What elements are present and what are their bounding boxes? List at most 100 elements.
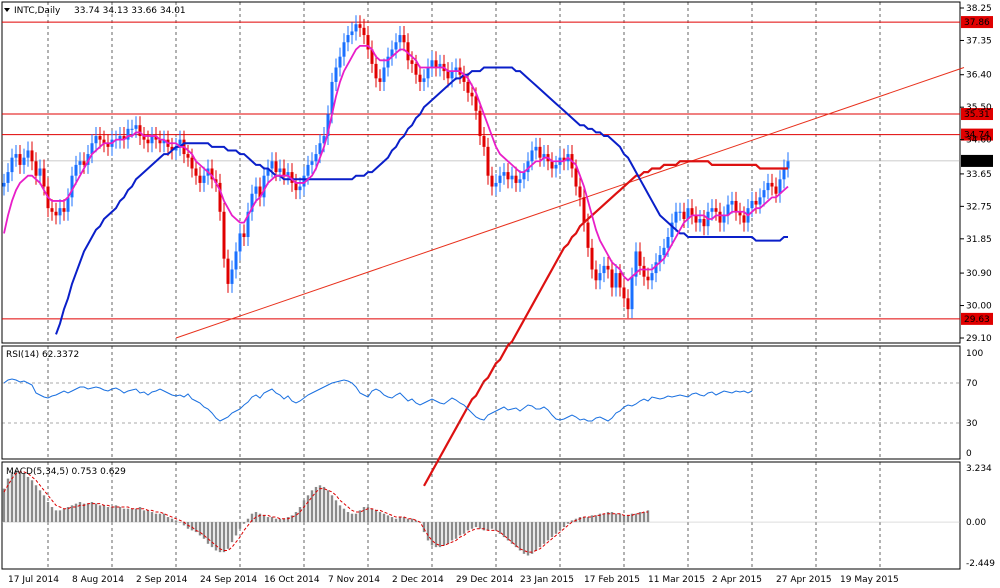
candle-body xyxy=(242,233,246,238)
macd-histogram-bar xyxy=(474,522,478,528)
candle-body xyxy=(238,233,242,252)
candle-body xyxy=(134,125,138,129)
candle-body xyxy=(302,175,306,187)
candle-body xyxy=(154,136,158,140)
macd-histogram-bar xyxy=(570,520,574,523)
candle-body xyxy=(290,172,294,183)
date-tick-label: 17 Jul 2014 xyxy=(8,575,59,585)
candle-body xyxy=(342,42,346,57)
candle-body xyxy=(690,208,694,216)
candle-body xyxy=(322,136,326,144)
candle-body xyxy=(218,182,222,212)
macd-histogram-bar xyxy=(94,503,98,523)
price-tick-label: 29.10 xyxy=(966,334,992,344)
macd-histogram-bar xyxy=(46,502,50,523)
candle-body xyxy=(486,146,490,176)
date-tick-label: 2 Apr 2015 xyxy=(712,575,762,585)
macd-histogram-bar xyxy=(610,512,614,523)
macd-histogram-bar xyxy=(362,507,366,523)
macd-histogram-bar xyxy=(338,505,342,523)
candle-body xyxy=(498,175,502,183)
candle-body xyxy=(766,182,770,191)
candle-body xyxy=(10,157,14,173)
macd-histogram-bar xyxy=(402,517,406,523)
macd-histogram-bar xyxy=(2,488,6,523)
candle-body xyxy=(538,146,542,158)
level-price-tag xyxy=(961,128,993,141)
candle-body xyxy=(374,63,378,79)
candle-body xyxy=(178,139,182,147)
candle-body xyxy=(74,164,78,176)
candle-body xyxy=(26,150,30,158)
candle-body xyxy=(438,63,442,68)
macd-histogram-bar xyxy=(262,515,266,523)
trendline[interactable] xyxy=(175,67,965,339)
macd-histogram-bar xyxy=(414,520,418,523)
candle-body xyxy=(350,31,354,36)
macd-histogram-bar xyxy=(366,507,370,523)
candle-body xyxy=(262,175,266,198)
moving-averages xyxy=(3,44,789,487)
macd-panel[interactable] xyxy=(1,461,961,570)
macd-histogram-bar xyxy=(438,522,442,548)
candle-body xyxy=(642,265,646,277)
macd-histogram-bar xyxy=(14,470,18,523)
current-price-tag xyxy=(961,154,993,167)
candle-body xyxy=(298,186,302,191)
candle-body xyxy=(630,276,634,310)
macd-histogram-bar xyxy=(82,503,86,523)
macd-histogram-bar xyxy=(598,513,602,523)
macd-histogram-bar xyxy=(466,522,470,531)
candle-body xyxy=(174,146,178,151)
candle-body xyxy=(550,161,554,169)
candle-body xyxy=(674,211,678,223)
macd-histogram-bar xyxy=(86,503,90,523)
price-tick-label: 33.65 xyxy=(966,170,992,180)
price-panel[interactable] xyxy=(1,1,961,344)
macd-histogram-bar xyxy=(382,513,386,523)
candle-body xyxy=(470,92,474,97)
macd-histogram-bar xyxy=(518,522,522,551)
macd-histogram-bar xyxy=(182,522,186,526)
macd-histogram-bar xyxy=(146,510,150,523)
macd-histogram-bar xyxy=(410,518,414,523)
macd-histogram-bar xyxy=(554,522,558,534)
rsi-panel[interactable] xyxy=(1,345,961,460)
trendline-layer[interactable] xyxy=(175,67,965,339)
macd-histogram-bar xyxy=(550,522,554,538)
candle-body xyxy=(466,81,470,93)
macd-histogram-bar xyxy=(22,473,26,523)
dropdown-triangle-icon[interactable] xyxy=(4,8,10,12)
macd-histogram-bar xyxy=(122,508,126,523)
macd-histogram-bar xyxy=(558,522,562,531)
macd-histogram-bar xyxy=(582,517,586,523)
symbol-header[interactable]: INTC,Daily 33.74 34.13 33.66 34.01 xyxy=(4,6,186,16)
macd-histogram-bar xyxy=(226,522,230,549)
candle-body xyxy=(726,204,730,216)
candle-body xyxy=(522,172,526,180)
date-tick-label: 23 Jan 2015 xyxy=(520,575,574,585)
macd-histogram-bar xyxy=(78,502,82,523)
candle-body xyxy=(266,168,270,176)
candle-body xyxy=(254,186,258,194)
macd-histogram-bar xyxy=(506,522,510,541)
candle-body xyxy=(194,168,198,176)
candle-body xyxy=(430,60,434,68)
candle-body xyxy=(666,237,670,248)
candle-body xyxy=(590,247,594,270)
macd-histogram-bar xyxy=(194,522,198,533)
candle-body xyxy=(730,200,734,205)
candle-body xyxy=(6,172,10,183)
candle-body xyxy=(394,42,398,50)
macd-histogram-bar xyxy=(214,522,218,551)
macd-histogram-bar xyxy=(562,522,566,528)
macd-histogram-bar xyxy=(538,522,542,548)
candle-body xyxy=(598,273,602,281)
candle-body xyxy=(754,200,758,205)
candle-body xyxy=(42,168,46,187)
candle-body xyxy=(30,150,34,162)
candle-body xyxy=(38,168,42,176)
macd-histogram-bar xyxy=(282,518,286,523)
candle-body xyxy=(330,81,334,115)
